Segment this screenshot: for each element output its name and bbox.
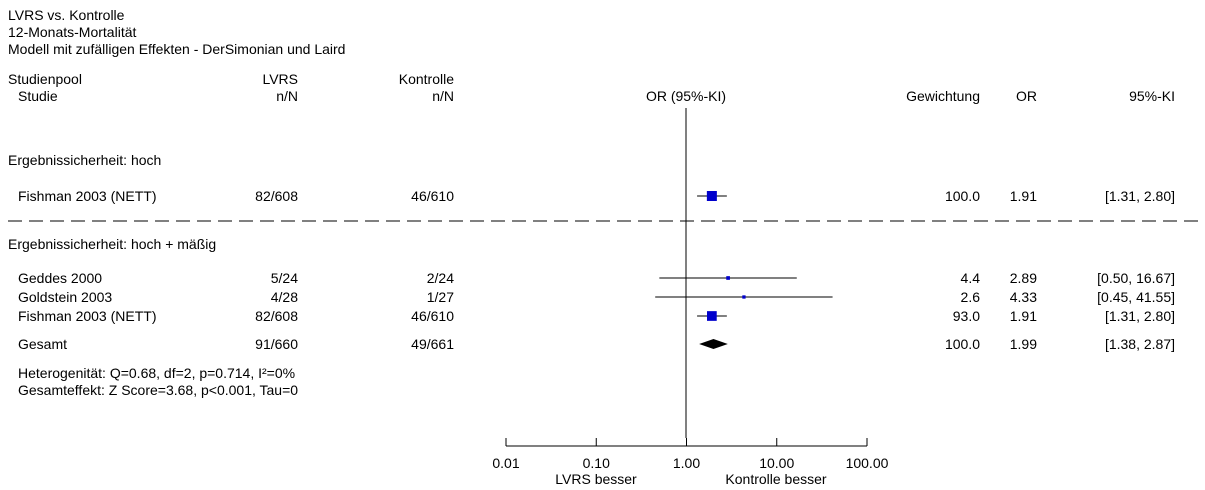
group-label-high: Ergebnissicherheit: hoch	[8, 152, 161, 168]
study-weight: 2.6	[961, 289, 981, 305]
study-n1: 5/24	[271, 270, 298, 286]
study-row: Fishman 2003 (NETT) 82/608 46/610 93.0 1…	[18, 308, 1175, 324]
study-row: Geddes 2000 5/24 2/24 4.4 2.89 [0.50, 16…	[18, 270, 1175, 286]
x-tick-label: 100.00	[846, 455, 889, 471]
effect-square	[742, 295, 746, 299]
model-description: Modell mit zufälligen Effekten - DerSimo…	[8, 41, 345, 57]
study-or: 2.89	[1010, 270, 1037, 286]
study-n2: 46/610	[411, 308, 454, 324]
study-or: 4.33	[1010, 289, 1037, 305]
x-right-label: Kontrolle besser	[725, 471, 827, 487]
header-study: Studie	[18, 88, 58, 104]
x-axis: 0.01 0.10 1.00 10.00 100.00 LVRS besser …	[492, 438, 889, 487]
x-tick-label: 10.00	[759, 455, 794, 471]
header-group1-unit: n/N	[276, 88, 298, 104]
chart-subtitle: 12-Monats-Mortalität	[8, 24, 136, 40]
group-label-high-moderate: Ergebnissicherheit: hoch + mäßig	[8, 236, 216, 252]
study-weight: 4.4	[961, 270, 981, 286]
total-n1: 91/660	[255, 336, 298, 352]
total-or: 1.99	[1010, 336, 1037, 352]
study-name: Goldstein 2003	[18, 289, 112, 305]
header-group2: Kontrolle	[399, 71, 454, 87]
overall-effect-text: Gesamteffekt: Z Score=3.68, p<0.001, Tau…	[18, 382, 298, 398]
study-n1: 82/608	[255, 188, 298, 204]
x-tick-label: 0.10	[583, 455, 610, 471]
heterogeneity-text: Heterogenität: Q=0.68, df=2, p=0.714, I²…	[18, 365, 295, 381]
x-tick-label: 0.01	[492, 455, 519, 471]
study-n2: 2/24	[427, 270, 454, 286]
study-weight: 100.0	[945, 188, 980, 204]
header-study-pool: Studienpool	[8, 71, 82, 87]
study-or: 1.91	[1010, 308, 1037, 324]
study-n1: 4/28	[271, 289, 298, 305]
header-block: LVRS vs. Kontrolle 12-Monats-Mortalität …	[8, 7, 345, 57]
chart-title: LVRS vs. Kontrolle	[8, 7, 125, 23]
total-row: Gesamt 91/660 49/661 100.0 1.99 [1.38, 2…	[18, 336, 1175, 352]
header-group2-unit: n/N	[432, 88, 454, 104]
header-or: OR	[1016, 88, 1037, 104]
header-weight: Gewichtung	[906, 88, 980, 104]
study-n2: 46/610	[411, 188, 454, 204]
total-n2: 49/661	[411, 336, 454, 352]
effect-square	[726, 276, 730, 280]
study-ci: [1.31, 2.80]	[1105, 308, 1175, 324]
total-ci: [1.38, 2.87]	[1105, 336, 1175, 352]
header-ci: 95%-KI	[1129, 88, 1175, 104]
column-headers: Studienpool Studie LVRS n/N Kontrolle n/…	[8, 71, 1175, 104]
study-n2: 1/27	[427, 289, 454, 305]
effect-square	[707, 311, 717, 321]
x-tick-label: 1.00	[673, 455, 700, 471]
study-weight: 93.0	[953, 308, 980, 324]
pooled-diamond	[699, 339, 728, 349]
header-group1: LVRS	[262, 71, 298, 87]
study-name: Fishman 2003 (NETT)	[18, 188, 156, 204]
total-weight: 100.0	[945, 336, 980, 352]
study-ci: [0.45, 41.55]	[1097, 289, 1175, 305]
study-name: Fishman 2003 (NETT)	[18, 308, 156, 324]
header-effect: OR (95%-KI)	[646, 88, 726, 104]
study-row: Goldstein 2003 4/28 1/27 2.6 4.33 [0.45,…	[18, 289, 1175, 305]
study-ci: [0.50, 16.67]	[1097, 270, 1175, 286]
study-or: 1.91	[1010, 188, 1037, 204]
study-row: Fishman 2003 (NETT) 82/608 46/610 100.0 …	[18, 188, 1175, 204]
x-left-label: LVRS besser	[555, 471, 637, 487]
study-name: Geddes 2000	[18, 270, 102, 286]
effect-square	[706, 191, 717, 201]
study-ci: [1.31, 2.80]	[1105, 188, 1175, 204]
total-name: Gesamt	[18, 336, 67, 352]
study-n1: 82/608	[255, 308, 298, 324]
